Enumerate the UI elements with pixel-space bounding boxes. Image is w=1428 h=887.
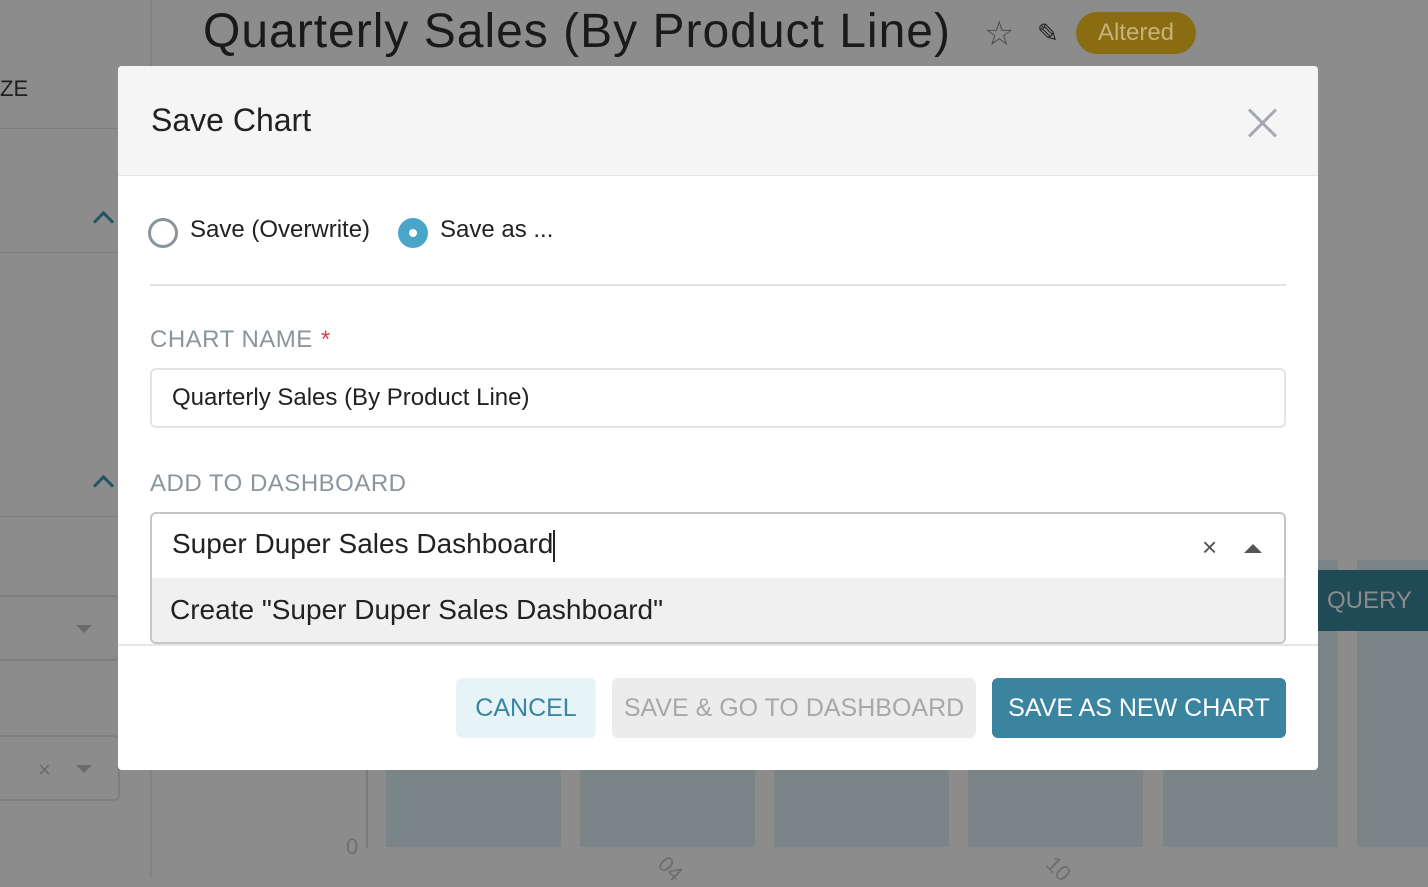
dashboard-option-create[interactable]: Create "Super Duper Sales Dashboard"	[152, 578, 1284, 642]
divider	[0, 128, 150, 129]
chevron-up-icon[interactable]	[92, 470, 114, 492]
cancel-button[interactable]: CANCEL	[456, 678, 596, 738]
dashboard-select[interactable]: Super Duper Sales Dashboard × Create "Su…	[150, 512, 1286, 644]
required-marker: *	[320, 326, 331, 353]
close-icon[interactable]	[1242, 102, 1282, 142]
sidebar-select[interactable]	[0, 595, 120, 661]
radio-save-as-label[interactable]: Save as ...	[440, 216, 554, 243]
save-go-to-dashboard-button[interactable]: SAVE & GO TO DASHBOARD	[612, 678, 976, 738]
sidebar-select[interactable]: ×	[0, 735, 120, 801]
save-as-new-chart-button[interactable]: SAVE AS NEW CHART	[992, 678, 1286, 738]
chart-name-input[interactable]	[150, 368, 1286, 428]
dashboard-input-text: Super Duper Sales Dashboard	[172, 528, 554, 559]
clear-icon[interactable]: ×	[38, 757, 51, 782]
chevron-up-icon[interactable]	[92, 206, 114, 228]
y-axis	[366, 770, 368, 848]
x-tick-label: 10	[1041, 851, 1077, 887]
dashboard-label: ADD TO DASHBOARD	[150, 470, 407, 497]
save-chart-modal: Save Chart Save (Overwrite) Save as ... …	[118, 66, 1318, 770]
caret-down-icon	[76, 625, 92, 633]
y-tick-label: 0	[346, 834, 359, 859]
footer-divider	[118, 644, 1318, 646]
caret-down-icon	[76, 765, 92, 773]
chart-name-label: CHART NAME *	[150, 326, 331, 354]
caret-up-icon[interactable]	[1244, 544, 1262, 553]
text-cursor	[553, 529, 556, 562]
clear-icon[interactable]: ×	[1202, 532, 1218, 562]
modal-title: Save Chart	[151, 102, 312, 138]
divider	[0, 252, 150, 253]
radio-overwrite[interactable]	[148, 218, 178, 248]
star-icon[interactable]: ☆	[984, 15, 1015, 53]
x-tick-label: 04	[653, 851, 689, 887]
radio-overwrite-label[interactable]: Save (Overwrite)	[190, 216, 371, 243]
sidebar-label: ZE	[0, 76, 29, 101]
dashboard-select-input[interactable]: Super Duper Sales Dashboard	[172, 528, 556, 562]
divider	[150, 284, 1286, 286]
status-badge: Altered	[1076, 12, 1196, 54]
edit-icon[interactable]: ✎	[1037, 18, 1059, 48]
chart-name-label-text: CHART NAME	[150, 326, 313, 353]
modal-header: Save Chart	[118, 66, 1318, 176]
radio-save-as[interactable]	[398, 218, 428, 248]
chart-title: Quarterly Sales (By Product Line)	[203, 5, 951, 58]
divider	[0, 516, 150, 517]
run-query-button[interactable]: QUERY	[1300, 570, 1428, 631]
